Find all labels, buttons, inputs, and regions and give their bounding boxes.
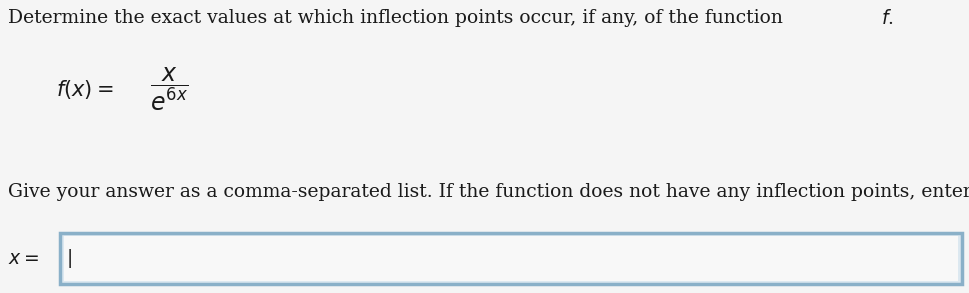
Text: $\dfrac{x}{e^{6x}}$: $\dfrac{x}{e^{6x}}$ [150,65,189,113]
Text: $f$.: $f$. [880,9,892,28]
Text: Give your answer as a comma-separated list. If the function does not have any in: Give your answer as a comma-separated li… [8,183,969,201]
Text: |: | [67,249,73,268]
FancyBboxPatch shape [60,233,961,284]
FancyBboxPatch shape [64,236,957,281]
Text: Determine the exact values at which inflection points occur, if any, of the func: Determine the exact values at which infl… [8,9,788,27]
Text: $x =$: $x =$ [8,250,39,268]
Text: $f(x) = $: $f(x) = $ [56,78,113,101]
